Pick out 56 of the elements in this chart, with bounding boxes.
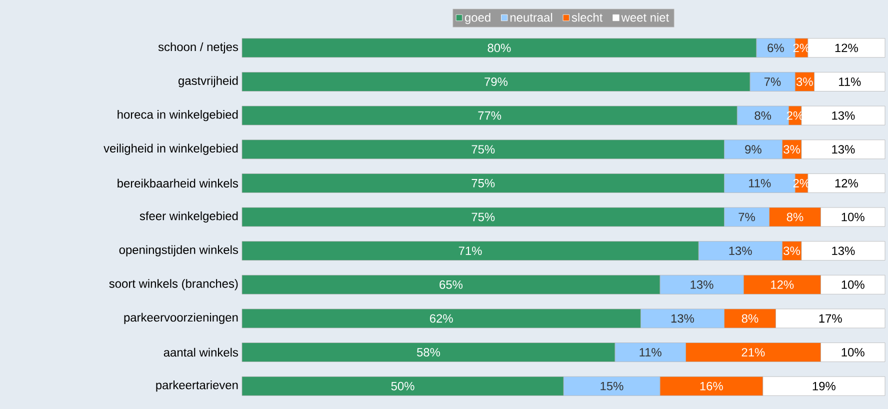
data-label: 65%: [440, 280, 463, 289]
data-label: 80%: [488, 44, 511, 52]
data-label: 3%: [784, 145, 800, 154]
data-label: 13%: [832, 111, 855, 120]
data-label: 75%: [472, 178, 495, 188]
data-label: 10%: [842, 280, 864, 289]
legend-label: neutraal: [510, 12, 552, 22]
data-label: 12%: [835, 178, 858, 188]
data-label: 50%: [391, 382, 414, 390]
data-label: 7%: [764, 78, 781, 86]
y-tick-label: parkeertarieven: [156, 380, 238, 392]
data-label: 12%: [835, 44, 858, 52]
data-label: 13%: [832, 145, 855, 154]
data-label: 8%: [786, 212, 804, 222]
y-tick-label: bereikbaarheid winkels: [118, 178, 238, 188]
data-label: 13%: [832, 246, 855, 256]
data-label: 15%: [600, 382, 624, 390]
data-label: 19%: [812, 382, 836, 390]
data-label: 17%: [819, 314, 842, 323]
data-label: 77%: [478, 111, 502, 120]
data-label: 10%: [842, 348, 864, 356]
y-tick-label: schoon / netjes: [158, 42, 238, 54]
y-tick-label: veiligheid in winkelgebied: [104, 144, 238, 155]
data-label: 9%: [745, 145, 762, 154]
y-tick-label: aantal winkels: [164, 348, 238, 357]
data-label: 13%: [671, 314, 694, 323]
y-tick-label: soort winkels (branches): [109, 279, 238, 290]
data-label: 71%: [458, 246, 482, 255]
data-label: 75%: [472, 145, 495, 154]
data-label: 13%: [690, 280, 714, 289]
data-label: 62%: [430, 314, 453, 323]
legend-label: weet niet: [621, 12, 670, 22]
data-label: 13%: [729, 246, 752, 256]
y-tick-label: parkeervoorzieningen: [124, 312, 238, 324]
data-label: 11%: [749, 178, 771, 188]
data-label: 12%: [771, 280, 794, 289]
data-label: 8%: [754, 111, 772, 120]
data-label: 3%: [796, 77, 813, 86]
y-tick-label: gastvrijheid: [178, 76, 238, 88]
data-label: 11%: [640, 348, 662, 356]
y-tick-label: sfeer winkelgebied: [140, 211, 238, 223]
data-label: 16%: [700, 382, 723, 390]
y-tick-label: horeca in winkelgebied: [118, 110, 238, 122]
data-label: 21%: [742, 348, 765, 356]
data-label: 79%: [484, 77, 508, 86]
data-label: 10%: [842, 212, 864, 222]
data-label: 3%: [784, 246, 800, 256]
y-tick-label: openingstijden winkels: [119, 245, 238, 256]
data-label: 75%: [472, 212, 495, 222]
data-label: 11%: [839, 78, 861, 86]
data-label: 7%: [738, 212, 755, 222]
data-label: 58%: [416, 348, 440, 356]
legend-label: slecht: [572, 12, 603, 22]
data-label: 8%: [742, 314, 758, 323]
data-label: 6%: [768, 44, 784, 52]
legend-label: goed: [464, 12, 490, 24]
